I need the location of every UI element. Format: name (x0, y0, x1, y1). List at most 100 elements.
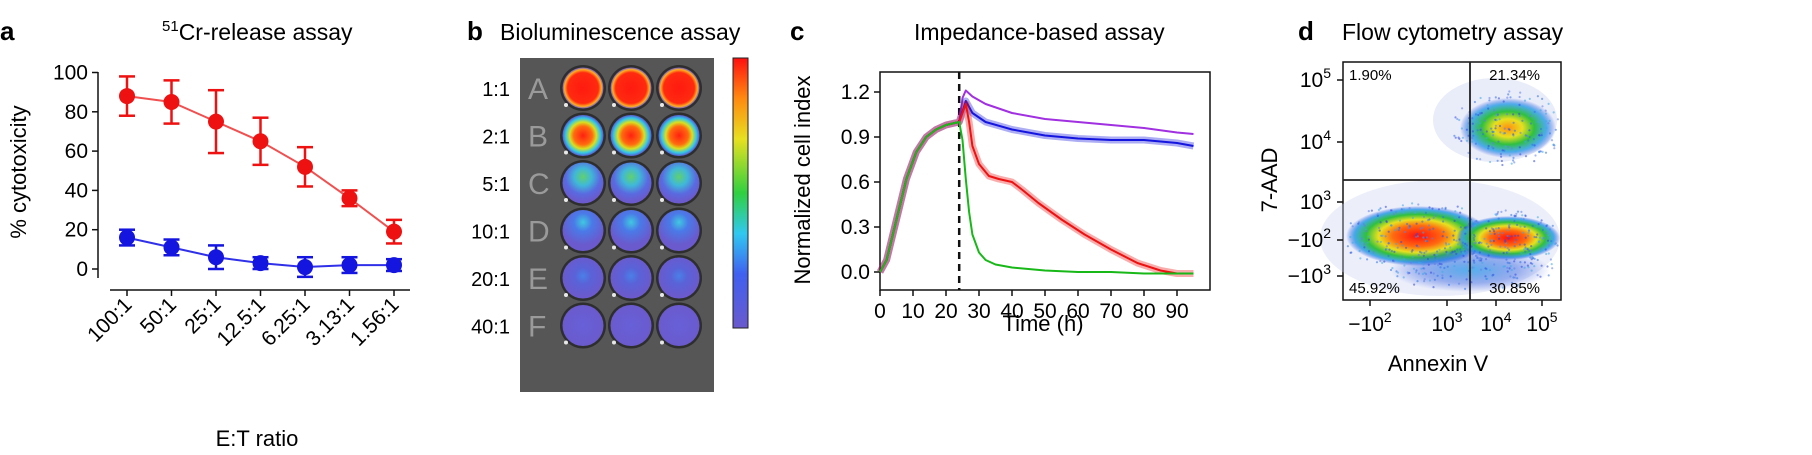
event-dot (1546, 265, 1549, 268)
event-dot (1529, 122, 1533, 125)
event-dot (1428, 279, 1432, 282)
event-dot (1552, 143, 1555, 146)
event-dot (1473, 235, 1476, 238)
a-xtick-label: 50:1 (136, 293, 181, 338)
c-blue-error-band (876, 97, 1195, 274)
plate-well (562, 210, 604, 251)
event-dot (1526, 264, 1529, 267)
event-dot (1458, 137, 1461, 140)
event-dot (1500, 155, 1503, 158)
event-dot (1403, 258, 1406, 261)
event-dot (1484, 267, 1487, 270)
plate-well (562, 115, 604, 156)
event-dot (1367, 250, 1371, 253)
event-dot (1437, 208, 1441, 211)
event-dot (1505, 258, 1508, 261)
a-blue-point (208, 249, 224, 266)
event-dot (1410, 250, 1413, 253)
event-dot (1362, 223, 1365, 226)
d-ytick-label: −102 (1288, 225, 1332, 252)
event-dot (1473, 242, 1476, 245)
event-dot (1459, 226, 1462, 229)
event-dot (1438, 262, 1441, 265)
event-dot (1460, 230, 1463, 233)
event-dot (1375, 261, 1379, 264)
event-dot (1519, 261, 1522, 264)
a-blue-point (341, 257, 358, 274)
c-ytick-label: 0.9 (841, 126, 870, 149)
event-dot (1407, 272, 1410, 275)
event-dot (1486, 277, 1489, 280)
event-dot (1540, 132, 1543, 135)
event-dot (1503, 127, 1506, 130)
event-dot (1456, 248, 1459, 251)
event-dot (1527, 231, 1530, 234)
event-dot (1513, 258, 1516, 261)
event-dot (1519, 91, 1522, 94)
event-dot (1537, 134, 1541, 137)
event-dot (1506, 229, 1510, 232)
event-dot (1479, 158, 1482, 161)
event-dot (1497, 231, 1500, 234)
event-dot (1551, 224, 1554, 227)
event-dot (1478, 241, 1481, 244)
event-dot (1409, 261, 1413, 264)
c-blue-curve (879, 100, 1194, 273)
event-dot (1554, 128, 1557, 131)
event-dot (1389, 224, 1393, 227)
a-blue-point (252, 255, 269, 272)
event-dot (1536, 258, 1539, 262)
event-dot (1547, 122, 1550, 125)
a-blue-point (119, 229, 135, 246)
event-dot (1502, 100, 1505, 103)
c-xtick-label: 80 (1132, 300, 1155, 323)
a-red-point (297, 158, 313, 175)
event-dot (1381, 261, 1384, 264)
event-dot (1458, 118, 1461, 122)
event-dot (1549, 258, 1552, 261)
event-dot (1510, 235, 1513, 238)
event-dot (1481, 133, 1485, 136)
event-dot (1497, 227, 1500, 230)
event-dot (1423, 251, 1426, 254)
plate-well (610, 162, 652, 204)
event-dot (1493, 263, 1496, 266)
event-dot (1510, 268, 1513, 272)
event-dot (1442, 230, 1445, 233)
event-dot (1420, 267, 1423, 270)
event-dot (1494, 124, 1497, 127)
ratio-row-label: 1:1 (482, 79, 510, 101)
c-xtick-label: 60 (1066, 300, 1089, 323)
event-dot (1479, 128, 1482, 131)
event-dot (1539, 109, 1542, 112)
event-dot (1474, 142, 1477, 145)
event-dot (1465, 250, 1469, 253)
event-dot (1467, 217, 1470, 220)
event-dot (1400, 240, 1403, 244)
event-dot (1396, 271, 1400, 274)
event-dot (1473, 261, 1476, 264)
c-xtick-label: 10 (901, 300, 924, 323)
event-dot (1473, 250, 1476, 253)
event-dot (1504, 209, 1507, 212)
c-xtick-label: 30 (967, 300, 990, 323)
a-red-point (341, 190, 358, 207)
event-dot (1400, 255, 1404, 258)
event-dot (1502, 132, 1505, 135)
event-dot (1512, 276, 1515, 279)
event-dot (1494, 127, 1497, 130)
event-dot (1513, 129, 1516, 132)
event-dot (1492, 134, 1495, 137)
event-dot (1462, 254, 1465, 257)
event-dot (1520, 217, 1523, 220)
event-dot (1545, 120, 1548, 123)
event-dot (1536, 233, 1539, 236)
event-dot (1433, 262, 1436, 266)
event-dot (1419, 261, 1422, 265)
event-dot (1530, 269, 1533, 272)
plate-well (562, 67, 604, 109)
event-dot (1389, 209, 1393, 212)
quadrant-lower-left: 45.92% (1349, 280, 1400, 297)
panel-d-title: Flow cytometry assay (1342, 19, 1564, 45)
